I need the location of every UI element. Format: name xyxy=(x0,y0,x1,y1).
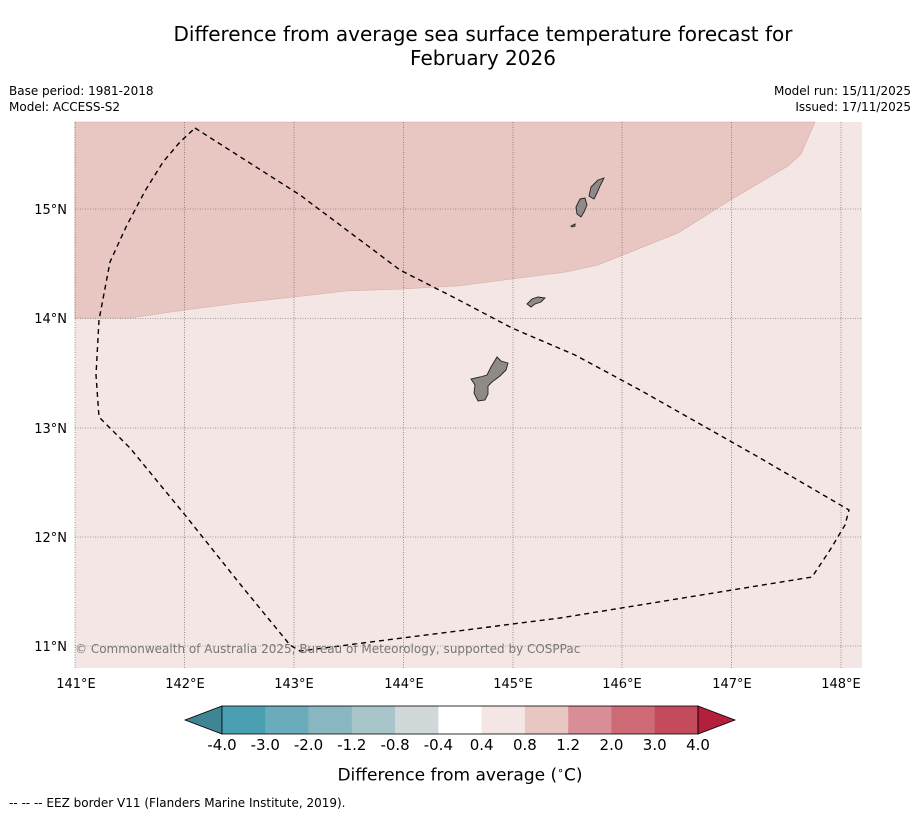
lon-label-143e: 143°E xyxy=(274,677,314,692)
colorbar-tick-label: -3.0 xyxy=(250,736,280,754)
lat-label-11n: 11°N xyxy=(34,640,67,655)
degree-symbol: ∘ xyxy=(557,764,564,777)
colorbar-tick-label: -0.8 xyxy=(380,736,410,754)
colorbar xyxy=(183,705,737,735)
colorbar-title: Difference from average (∘C) xyxy=(0,764,919,786)
colorbar-tick-label: 0.8 xyxy=(512,736,537,754)
longitude-labels: 141°E 142°E 143°E 144°E 145°E 146°E 147°… xyxy=(56,677,861,692)
colorbar-segment xyxy=(611,706,656,734)
latitude-labels: 15°N 14°N 13°N 12°N 11°N xyxy=(34,203,67,655)
colorbar-segment xyxy=(524,706,569,734)
guam-island xyxy=(470,356,509,402)
colorbar-over-arrow xyxy=(697,705,737,735)
graticule xyxy=(74,122,862,668)
colorbar-tick-label: 1.2 xyxy=(556,736,581,754)
lon-label-141e: 141°E xyxy=(56,677,96,692)
colorbar-segment xyxy=(654,706,699,734)
chart-title: Difference from average sea surface temp… xyxy=(0,22,919,70)
base-period-text: Base period: 1981-2018 xyxy=(9,84,154,98)
colorbar-segment xyxy=(308,706,353,734)
base-info: Base period: 1981-2018 Model: ACCESS-S2 xyxy=(9,83,154,115)
colorbar-tick-label: 0.4 xyxy=(469,736,494,754)
colorbar-segment xyxy=(438,706,482,734)
colorbar-segment xyxy=(222,706,266,734)
colorbar-tick-label: -2.0 xyxy=(293,736,324,754)
colorbar-tick-label: 3.0 xyxy=(642,736,667,754)
colorbar-tick-label: 2.0 xyxy=(599,736,624,754)
colorbar-outline xyxy=(221,705,699,735)
colorbar-tick-label: -0.4 xyxy=(423,736,453,754)
lon-label-148e: 148°E xyxy=(821,677,861,692)
colorbar-title-unit: C) xyxy=(564,765,583,786)
lon-label-142e: 142°E xyxy=(165,677,205,692)
colorbar-tick-label: -4.0 xyxy=(207,736,237,754)
lat-label-15n: 15°N xyxy=(34,203,67,218)
lon-label-144e: 144°E xyxy=(384,677,424,692)
lon-label-147e: 147°E xyxy=(712,677,752,692)
title-line-1: Difference from average sea surface temp… xyxy=(173,22,793,46)
colorbar-segment xyxy=(568,706,612,734)
lat-label-12n: 12°N xyxy=(34,531,67,546)
islands xyxy=(470,177,605,402)
model-run-text: Model run: 15/11/2025 xyxy=(773,84,911,98)
tinian-island xyxy=(575,197,588,218)
lon-label-145e: 145°E xyxy=(493,677,533,692)
issued-text: Issued: 17/11/2025 xyxy=(795,100,911,114)
colorbar-segments xyxy=(222,706,699,734)
aguijan-island xyxy=(570,223,576,228)
colorbar-segment xyxy=(395,706,439,734)
colorbar-segment xyxy=(265,706,309,734)
warm-anomaly-region xyxy=(74,121,816,319)
copyright-text: © Commonwealth of Australia 2025, Bureau… xyxy=(75,642,580,656)
colorbar-under-arrow xyxy=(183,705,223,735)
lat-label-14n: 14°N xyxy=(34,312,67,327)
run-info: Model run: 15/11/2025 Issued: 17/11/2025 xyxy=(774,83,911,115)
model-name-text: Model: ACCESS-S2 xyxy=(9,100,121,114)
lat-label-13n: 13°N xyxy=(34,422,67,437)
colorbar-tick-label: 4.0 xyxy=(686,736,710,754)
saipan-island xyxy=(588,177,605,200)
colorbar-title-text: Difference from average ( xyxy=(337,765,558,786)
title-line-2: February 2026 xyxy=(410,46,556,70)
colorbar-segment xyxy=(351,706,396,734)
eez-border xyxy=(95,127,850,652)
colorbar-segment xyxy=(481,706,526,734)
rota-island xyxy=(526,296,546,308)
eez-legend-note: -- -- -- EEZ border V11 (Flanders Marine… xyxy=(9,796,346,810)
lon-label-146e: 146°E xyxy=(602,677,642,692)
colorbar-tick-label: -1.2 xyxy=(337,736,367,754)
